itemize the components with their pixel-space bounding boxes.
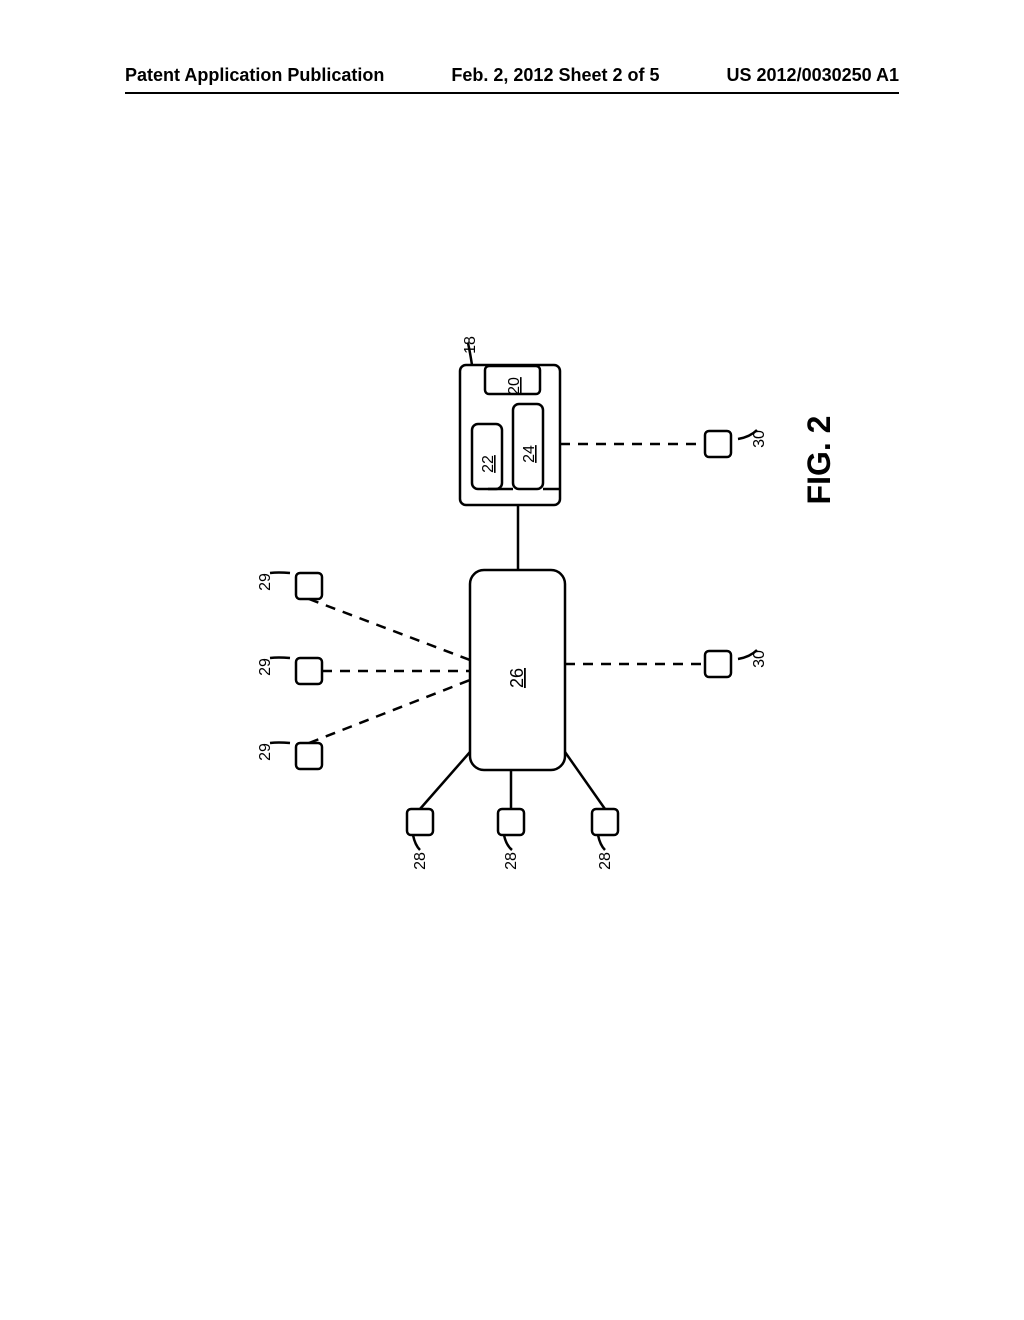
header-divider — [125, 92, 899, 94]
page-header: Patent Application Publication Feb. 2, 2… — [0, 65, 1024, 86]
header-right: US 2012/0030250 A1 — [727, 65, 899, 86]
figure-diagram: 26 22 24 20 18 28 28 28 29 29 29 30 30 FIG. 2 — [150, 200, 850, 1020]
svg-text:28: 28 — [597, 852, 614, 870]
svg-text:30: 30 — [751, 650, 768, 668]
svg-text:22: 22 — [480, 455, 497, 473]
svg-text:29: 29 — [257, 743, 274, 761]
svg-text:28: 28 — [412, 852, 429, 870]
svg-text:29: 29 — [257, 573, 274, 591]
svg-text:29: 29 — [257, 658, 274, 676]
svg-text:20: 20 — [506, 377, 523, 395]
svg-text:28: 28 — [503, 852, 520, 870]
svg-text:26: 26 — [507, 668, 527, 688]
figure-label: FIG. 2 — [801, 416, 837, 505]
svg-text:18: 18 — [462, 336, 479, 354]
svg-text:24: 24 — [521, 445, 538, 463]
svg-text:30: 30 — [751, 430, 768, 448]
header-center: Feb. 2, 2012 Sheet 2 of 5 — [451, 65, 659, 86]
header-left: Patent Application Publication — [125, 65, 384, 86]
